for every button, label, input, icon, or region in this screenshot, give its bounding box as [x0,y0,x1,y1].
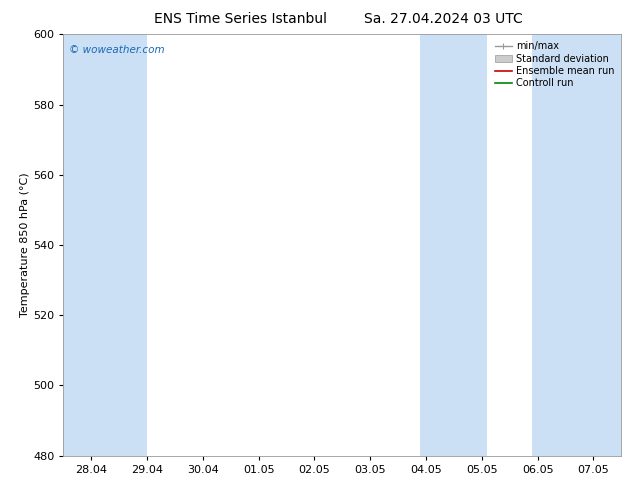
Text: Sa. 27.04.2024 03 UTC: Sa. 27.04.2024 03 UTC [365,12,523,26]
Legend: min/max, Standard deviation, Ensemble mean run, Controll run: min/max, Standard deviation, Ensemble me… [493,39,616,90]
Y-axis label: Temperature 850 hPa (°C): Temperature 850 hPa (°C) [20,172,30,318]
Bar [420,34,488,456]
Bar [532,34,621,456]
Bar [63,34,86,456]
Text: ENS Time Series Istanbul: ENS Time Series Istanbul [155,12,327,26]
Text: © woweather.com: © woweather.com [69,45,165,55]
Bar [86,34,147,456]
